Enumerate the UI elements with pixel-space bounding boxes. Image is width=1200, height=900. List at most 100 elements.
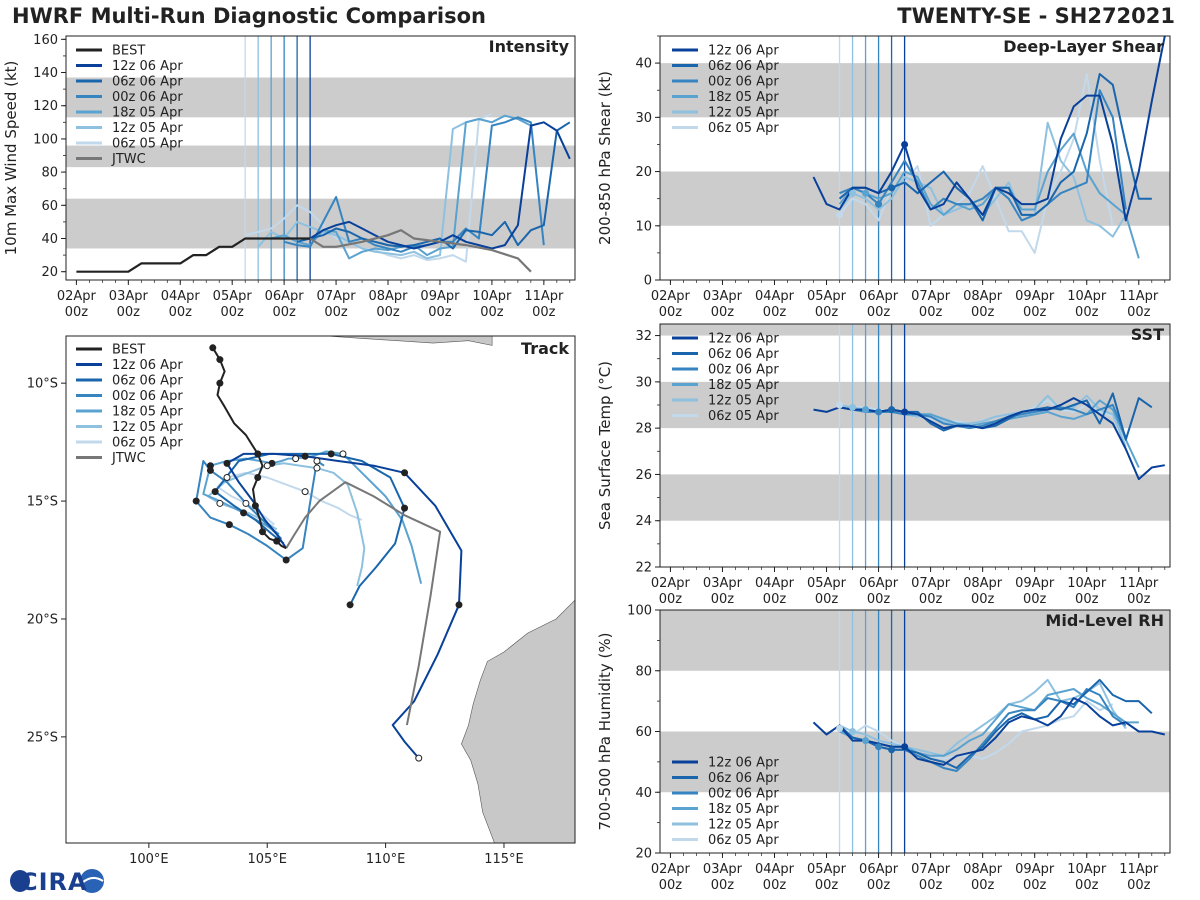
- x-tick-label: 09Apr: [1015, 289, 1055, 304]
- legend-label: 00z 06 Apr: [708, 363, 779, 378]
- x-tick-label: 00z: [711, 878, 735, 893]
- track-point-filled: [258, 528, 266, 536]
- init-marker: [862, 737, 870, 745]
- x-tick-label: 105°E: [247, 852, 287, 867]
- init-marker: [849, 403, 857, 411]
- legend-label: 12z 06 Apr: [708, 756, 779, 771]
- y-tick-label: 30: [635, 111, 652, 126]
- x-tick-label: 04Apr: [755, 862, 795, 877]
- x-tick-label: 00z: [971, 305, 995, 320]
- legend-label: 06z 06 Apr: [112, 75, 183, 90]
- x-tick-label: 00z: [867, 878, 891, 893]
- track-point-filled: [273, 537, 281, 545]
- legend-label: 00z 06 Apr: [708, 75, 779, 90]
- x-tick-label: 00z: [324, 305, 348, 320]
- x-tick-label: 08Apr: [963, 289, 1003, 304]
- panel-title: Intensity: [489, 37, 570, 56]
- legend-label: BEST: [112, 343, 145, 358]
- track-point-filled: [282, 556, 290, 564]
- init-marker: [849, 728, 857, 735]
- track-point-filled: [254, 450, 262, 458]
- x-tick-label: 11Apr: [1119, 862, 1159, 877]
- x-tick-label: 00z: [1075, 878, 1099, 893]
- panel-title: Track: [521, 339, 569, 358]
- x-tick-label: 00z: [919, 592, 943, 607]
- legend-label: 06z 05 Apr: [708, 833, 779, 848]
- x-tick-label: 02Apr: [651, 576, 691, 591]
- x-tick-label: 00z: [763, 592, 787, 607]
- track-point-hollow: [263, 462, 271, 470]
- y-axis-label: 700-500 hPa Humidity (%): [596, 632, 614, 830]
- legend-label: 00z 06 Apr: [708, 787, 779, 802]
- plot-area: [660, 324, 1170, 567]
- series-line-00z-06-apr: [283, 116, 545, 253]
- y-tick-label: 140: [33, 66, 58, 81]
- x-tick-label: 00z: [867, 305, 891, 320]
- x-tick-label: 06Apr: [859, 862, 899, 877]
- init-marker: [875, 408, 883, 416]
- x-tick-label: 02Apr: [651, 289, 691, 304]
- y-tick-label: 25°S: [27, 730, 58, 745]
- x-tick-label: 00z: [376, 305, 400, 320]
- x-tick-label: 10Apr: [1067, 862, 1107, 877]
- legend-label: 12z 06 Apr: [112, 358, 183, 373]
- legend-label: 12z 06 Apr: [112, 59, 183, 74]
- plot-area: [192, 336, 575, 843]
- x-tick-label: 00z: [711, 305, 735, 320]
- chart-shear: 01020304002Apr00z03Apr00z04Apr00z05Apr00…: [596, 35, 1171, 320]
- y-tick-label: 100: [627, 604, 652, 619]
- panel-title: SST: [1131, 325, 1164, 344]
- track-point-filled: [455, 601, 463, 609]
- x-tick-label: 05Apr: [213, 289, 253, 304]
- legend-label: 18z 05 Apr: [112, 106, 183, 121]
- x-tick-label: 00z: [117, 305, 141, 320]
- x-tick-label: 05Apr: [807, 576, 847, 591]
- x-tick-label: 100°E: [129, 852, 169, 867]
- init-marker: [862, 406, 870, 414]
- x-tick-label: 00z: [659, 592, 683, 607]
- x-tick-label: 08Apr: [368, 289, 408, 304]
- x-tick-label: 10Apr: [472, 289, 512, 304]
- plot-frame: [659, 35, 1171, 281]
- landmass-australia: [461, 599, 575, 843]
- shaded-band: [66, 145, 575, 168]
- init-marker: [888, 406, 896, 414]
- track-point-filled: [327, 450, 335, 458]
- track-point-filled: [251, 502, 259, 510]
- init-marker: [862, 189, 870, 197]
- init-marker: [875, 743, 883, 751]
- legend-label: 18z 05 Apr: [708, 378, 779, 393]
- x-tick-label: 08Apr: [963, 862, 1003, 877]
- shaded-band: [660, 731, 1170, 793]
- y-tick-label: 22: [635, 561, 652, 576]
- y-axis-label: Sea Surface Temp (°C): [596, 361, 614, 530]
- x-tick-label: 11Apr: [524, 289, 564, 304]
- legend-label: JTWC: [111, 152, 146, 167]
- track-line-best: [211, 347, 287, 550]
- track-point-filled: [254, 473, 262, 481]
- track-point-filled: [240, 509, 248, 517]
- panel-title: Mid-Level RH: [1045, 611, 1164, 630]
- x-tick-label: 10Apr: [1067, 576, 1107, 591]
- y-tick-label: 100: [33, 132, 58, 147]
- track-point-hollow: [223, 473, 231, 481]
- track-point-hollow: [313, 464, 321, 472]
- legend-label: JTWC: [111, 451, 146, 466]
- x-tick-label: 00z: [919, 878, 943, 893]
- legend-label: 12z 05 Apr: [112, 121, 183, 136]
- track-line-jtwc: [285, 481, 442, 726]
- legend-label: 06z 05 Apr: [112, 436, 183, 451]
- y-tick-label: 10°S: [27, 377, 58, 392]
- track-point-filled: [209, 344, 217, 352]
- track-point-hollow: [339, 450, 347, 458]
- series-line-00z-06-apr: [839, 404, 1127, 438]
- series-line-12z-05-apr: [839, 678, 1127, 757]
- x-tick-label: 00z: [1075, 592, 1099, 607]
- y-tick-label: 160: [33, 33, 58, 48]
- y-tick-label: 20°S: [27, 612, 58, 627]
- track-point-filled: [223, 459, 231, 467]
- chart-rh: 2040608010002Apr00z03Apr00z04Apr00z05Apr…: [596, 604, 1171, 893]
- x-tick-label: 00z: [971, 878, 995, 893]
